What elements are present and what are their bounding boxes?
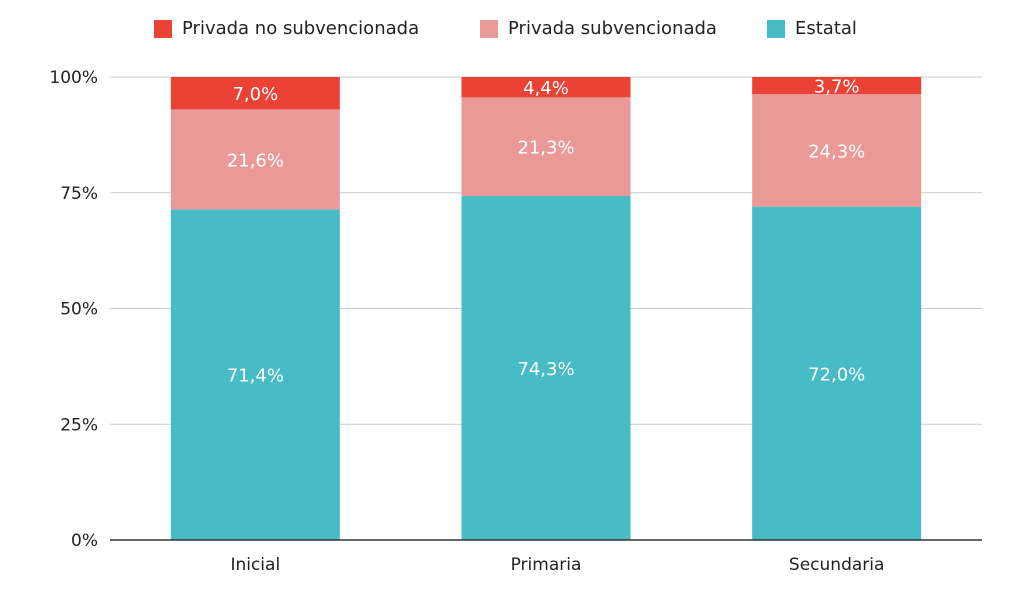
y-tick-label: 100% bbox=[49, 68, 98, 88]
legend-label-estatal: Estatal bbox=[795, 18, 857, 39]
data-label: 24,3% bbox=[808, 141, 865, 162]
legend-item-privada-subvencionada: Privada subvencionada bbox=[480, 18, 717, 39]
bar-segment bbox=[752, 206, 922, 540]
bar-segment bbox=[170, 77, 340, 110]
x-category-label: Primaria bbox=[511, 555, 582, 575]
legend-swatch-privada-subvencionada bbox=[480, 19, 498, 38]
data-label: 7,0% bbox=[232, 84, 278, 105]
bar-segment bbox=[461, 195, 631, 540]
legend: Privada no subvencionada Privada subvenc… bbox=[0, 18, 1024, 44]
legend-label-privada-subvencionada: Privada subvencionada bbox=[508, 18, 717, 39]
legend-item-estatal: Estatal bbox=[767, 18, 857, 39]
y-tick-label: 25% bbox=[60, 415, 98, 435]
bar-segment bbox=[170, 109, 340, 210]
x-category-label: Inicial bbox=[230, 555, 280, 575]
data-label: 72,0% bbox=[808, 364, 865, 385]
y-tick-label: 75% bbox=[60, 184, 98, 204]
legend-label-privada-no-subvencionada: Privada no subvencionada bbox=[182, 18, 420, 39]
y-tick-label: 50% bbox=[60, 300, 98, 320]
bar-segment bbox=[461, 77, 631, 98]
legend-swatch-privada-no-subvencionada bbox=[154, 19, 172, 38]
legend-item-privada-no-subvencionada: Privada no subvencionada bbox=[154, 18, 419, 39]
y-tick-label: 0% bbox=[71, 531, 98, 551]
bar-segment bbox=[752, 77, 922, 95]
data-label: 21,3% bbox=[517, 138, 574, 159]
legend-swatch-estatal bbox=[767, 19, 785, 38]
x-category-label: Secundaria bbox=[789, 555, 884, 575]
bar-segment bbox=[461, 97, 631, 196]
data-label: 74,3% bbox=[517, 359, 574, 380]
data-label: 4,4% bbox=[523, 78, 569, 99]
bar-segment bbox=[752, 94, 922, 207]
data-label: 71,4% bbox=[227, 366, 284, 387]
data-label: 3,7% bbox=[814, 77, 860, 98]
bar-segment bbox=[170, 209, 340, 540]
data-label: 21,6% bbox=[227, 150, 284, 171]
